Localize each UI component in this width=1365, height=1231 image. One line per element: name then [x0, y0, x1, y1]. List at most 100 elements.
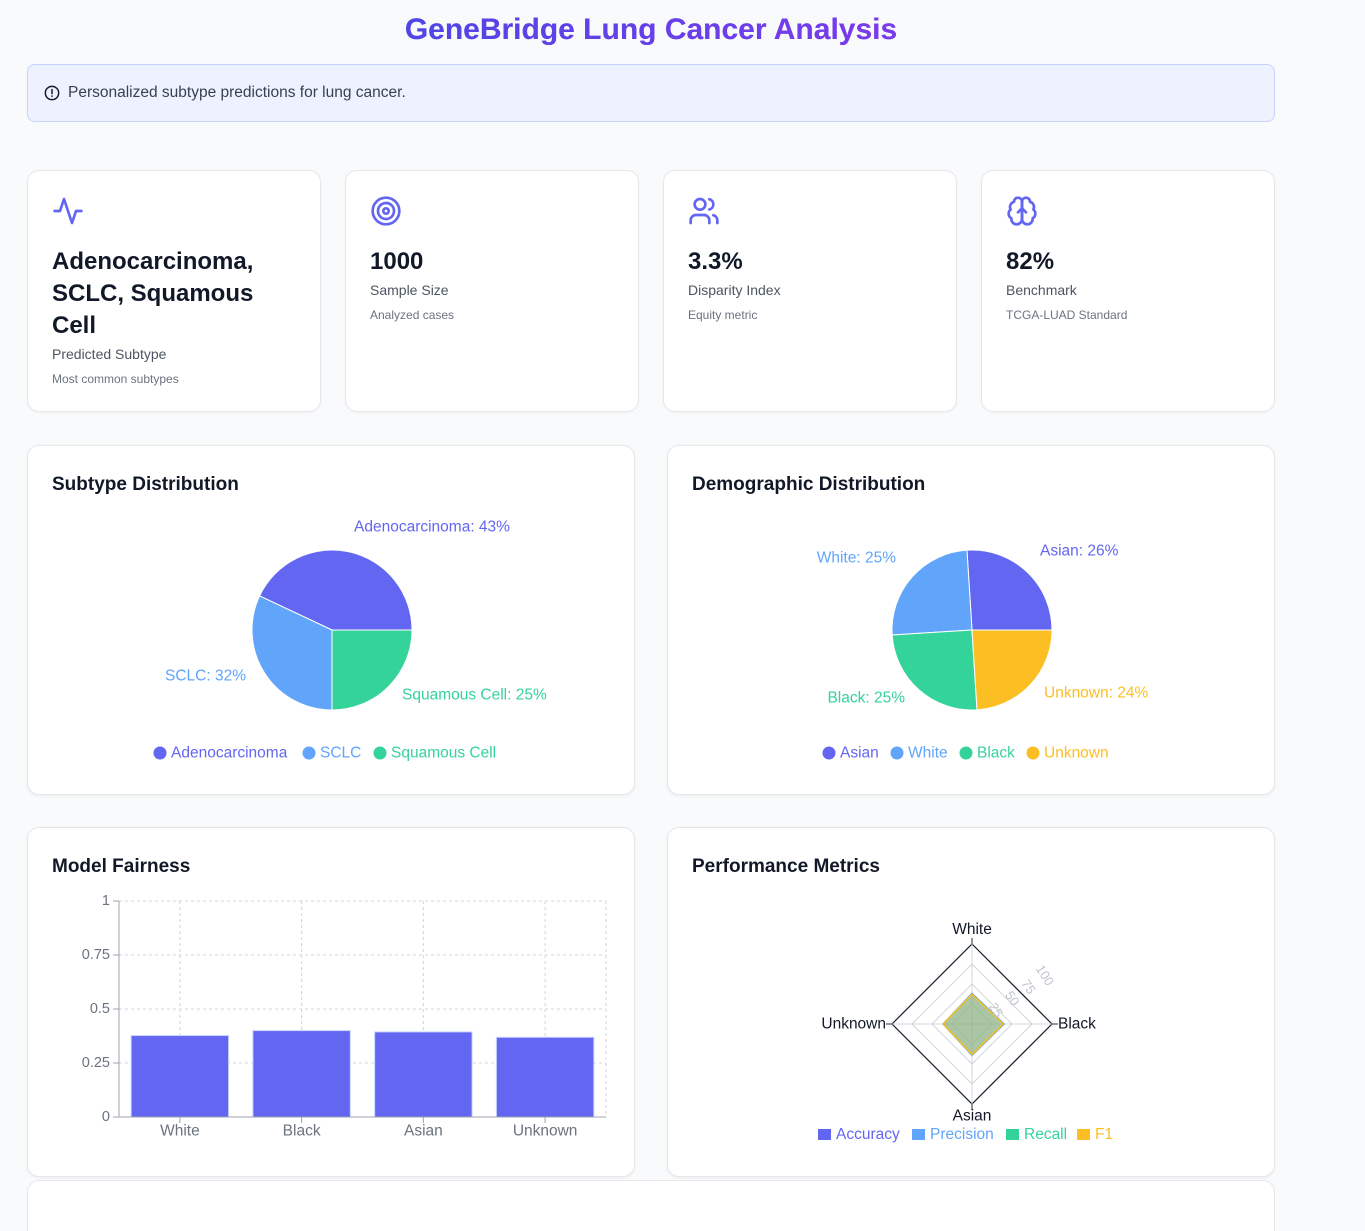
radar-axis-label-white: White: [952, 921, 992, 938]
legend-marker-white: [890, 746, 904, 760]
info-alert: Personalized subtype predictions for lun…: [27, 64, 1275, 122]
y-tick-label: 0.75: [82, 947, 110, 963]
model-fairness-card: Model Fairness 0 0.25 0.5 0.75 1 White Black As…: [27, 827, 635, 1177]
pie-label-sclc: SCLC: 32%: [165, 668, 246, 685]
stat-card-predicted-subtype: Adenocarcinoma, SCLC, Squamous Cell Pred…: [27, 170, 321, 412]
legend-label-f1: F1: [1095, 1126, 1113, 1143]
y-tick-label: 0: [102, 1109, 110, 1125]
target-icon: [371, 196, 401, 226]
stat-card-sample-size: 1000 Sample Size Analyzed cases: [345, 170, 639, 412]
bar-white: [130, 1035, 230, 1118]
legend-label-precision: Precision: [930, 1126, 994, 1143]
subtype-pie-chart: Adenocarcinoma: 43% SCLC: 32% Squamous Cel…: [153, 519, 547, 762]
x-tick-label-white: White: [160, 1123, 200, 1140]
y-tick-label: 0.25: [82, 1055, 110, 1071]
legend-label-accuracy: Accuracy: [836, 1126, 900, 1143]
stat-card-benchmark: 82% Benchmark TCGA-LUAD Standard: [981, 170, 1275, 412]
pie-slice-squamous-cell: [331, 629, 413, 711]
demographic-distribution-card: Demographic Distribution Asian: 26% White…: [667, 445, 1275, 795]
alert-circle-icon: [44, 85, 60, 101]
radar-axis-label-asian: Asian: [953, 1108, 992, 1125]
radar-axis-label-unknown: Unknown: [821, 1016, 886, 1033]
stat-value: Adenocarcinoma, SCLC, Squamous Cell: [52, 248, 254, 339]
pie-label-adenocarcinoma: Adenocarcinoma: 43%: [354, 519, 510, 536]
stat-label: Sample Size: [370, 282, 449, 298]
legend-label-squamous-cell: Squamous Cell: [391, 745, 496, 762]
radar-tick-label: 50: [1002, 988, 1022, 1008]
activity-icon: [53, 197, 83, 225]
pie-slice-unknown: [971, 629, 1053, 711]
legend-label-black: Black: [977, 745, 1015, 762]
stat-sub: Most common subtypes: [52, 372, 179, 386]
legend-label-white: White: [908, 745, 948, 762]
brain-icon: [1007, 196, 1037, 226]
legend-marker-sclc: [302, 746, 316, 760]
legend-marker-adenocarcinoma: [153, 746, 167, 760]
x-tick-label-unknown: Unknown: [513, 1123, 578, 1140]
chart-title: Demographic Distribution: [692, 474, 926, 495]
charts-grid: Subtype Distribution Adenocarcinoma: 43%…: [27, 445, 1275, 1177]
pie-label-black: Black: 25%: [827, 690, 905, 707]
legend-marker-recall: [1006, 1129, 1019, 1140]
next-section-card: [27, 1180, 1275, 1231]
stat-sub: TCGA-LUAD Standard: [1006, 308, 1128, 322]
legend-label-adenocarcinoma: Adenocarcinoma: [171, 745, 288, 762]
x-tick-label-black: Black: [283, 1123, 321, 1140]
chart-title: Subtype Distribution: [52, 474, 239, 495]
pie-label-unknown: Unknown: 24%: [1044, 685, 1148, 702]
performance-metrics-card: Performance Metrics 25 50 75 100 White Black A…: [667, 827, 1275, 1177]
page-title: GeneBridge Lung Cancer Analysis: [27, 0, 1275, 64]
chart-legend: Asian White Black Unknown: [822, 745, 1109, 762]
chart-legend: Accuracy Precision Recall F1: [818, 1126, 1113, 1143]
chart-title: Model Fairness: [52, 856, 191, 877]
stat-value: 82%: [1006, 248, 1055, 275]
dashboard: GeneBridge Lung Cancer Analysis Personal…: [27, 0, 1275, 1177]
pie-label-asian: Asian: 26%: [1040, 543, 1119, 560]
radar-tick-label: 75: [1018, 977, 1038, 997]
fairness-bar-chart: 0 0.25 0.5 0.75 1 White Black Asian Unknown: [82, 893, 607, 1140]
stat-sub: Equity metric: [688, 308, 758, 322]
radar-tick-label: 25: [986, 1000, 1006, 1020]
chart-legend: Adenocarcinoma SCLC Squamous Cell: [153, 745, 496, 762]
pie-slice-asian: [966, 549, 1053, 631]
radar-axis-label-black: Black: [1058, 1016, 1096, 1033]
stat-label: Disparity Index: [688, 282, 781, 298]
pie-slice-white: [891, 549, 973, 636]
legend-marker-asian: [822, 746, 836, 760]
legend-marker-precision: [912, 1129, 925, 1140]
page-title-text: GeneBridge Lung Cancer Analysis: [404, 13, 898, 46]
pie-slice-black: [891, 629, 978, 711]
legend-marker-f1: [1077, 1129, 1090, 1140]
pie-slice-sclc: [251, 595, 333, 711]
stat-label: Benchmark: [1006, 282, 1077, 298]
stat-value: 3.3%: [688, 248, 743, 275]
pie-slice-adenocarcinoma: [258, 549, 413, 631]
bar-unknown: [495, 1036, 595, 1118]
bar-black: [252, 1030, 351, 1118]
demographic-pie-chart: Asian: 26% White: 25% Black: 25% Unknown: 2…: [817, 543, 1149, 762]
radar-series-f1: [942, 993, 1005, 1056]
legend-marker-accuracy: [818, 1129, 831, 1140]
legend-marker-unknown: [1026, 746, 1040, 760]
pie-label-white: White: 25%: [817, 550, 896, 567]
y-tick-label: 0.5: [90, 1001, 110, 1017]
legend-label-unknown: Unknown: [1044, 745, 1109, 762]
legend-label-asian: Asian: [840, 745, 879, 762]
bar-asian: [374, 1031, 473, 1118]
alert-text: Personalized subtype predictions for lun…: [68, 84, 406, 101]
stat-label: Predicted Subtype: [52, 346, 167, 362]
legend-label-sclc: SCLC: [320, 745, 361, 762]
legend-label-recall: Recall: [1024, 1126, 1067, 1143]
users-icon: [689, 197, 719, 225]
stat-value: 1000: [370, 248, 424, 275]
y-tick-label: 1: [102, 893, 110, 909]
legend-marker-squamous-cell: [373, 746, 387, 760]
subtype-distribution-card: Subtype Distribution Adenocarcinoma: 43%…: [27, 445, 635, 795]
x-tick-label-asian: Asian: [404, 1123, 443, 1140]
legend-marker-black: [959, 746, 973, 760]
stats-row: Adenocarcinoma, SCLC, Squamous Cell Pred…: [27, 170, 1275, 412]
chart-title: Performance Metrics: [692, 856, 880, 877]
pie-label-squamous-cell: Squamous Cell: 25%: [402, 687, 547, 704]
stat-card-disparity-index: 3.3% Disparity Index Equity metric: [663, 170, 957, 412]
